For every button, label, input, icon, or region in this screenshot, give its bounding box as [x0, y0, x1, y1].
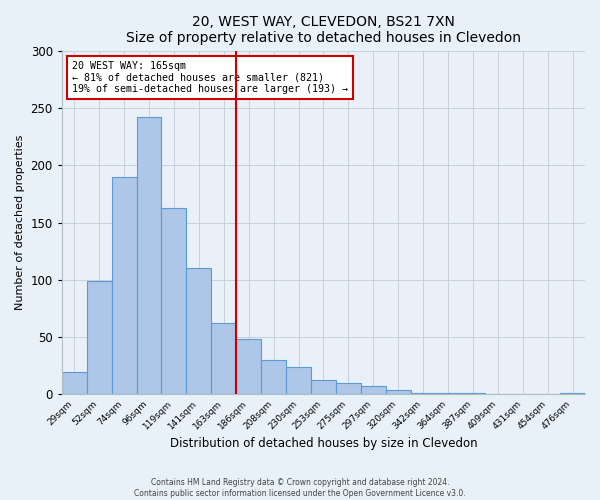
Bar [112, 176, 137, 394]
Bar [161, 208, 187, 394]
Bar [336, 383, 361, 394]
Bar [62, 372, 87, 394]
Text: Contains HM Land Registry data © Crown copyright and database right 2024.
Contai: Contains HM Land Registry data © Crown c… [134, 478, 466, 498]
Text: 20 WEST WAY: 165sqm
← 81% of detached houses are smaller (821)
19% of semi-detac: 20 WEST WAY: 165sqm ← 81% of detached ho… [72, 61, 348, 94]
Y-axis label: Number of detached properties: Number of detached properties [15, 135, 25, 310]
Bar [87, 281, 112, 394]
Bar [187, 268, 211, 394]
X-axis label: Distribution of detached houses by size in Clevedon: Distribution of detached houses by size … [170, 437, 477, 450]
Bar [361, 386, 386, 394]
Bar [311, 380, 336, 394]
Bar [386, 390, 410, 394]
Bar [236, 340, 261, 394]
Bar [286, 367, 311, 394]
Bar [261, 360, 286, 394]
Bar [137, 117, 161, 394]
Title: 20, WEST WAY, CLEVEDON, BS21 7XN
Size of property relative to detached houses in: 20, WEST WAY, CLEVEDON, BS21 7XN Size of… [126, 15, 521, 45]
Bar [211, 324, 236, 394]
